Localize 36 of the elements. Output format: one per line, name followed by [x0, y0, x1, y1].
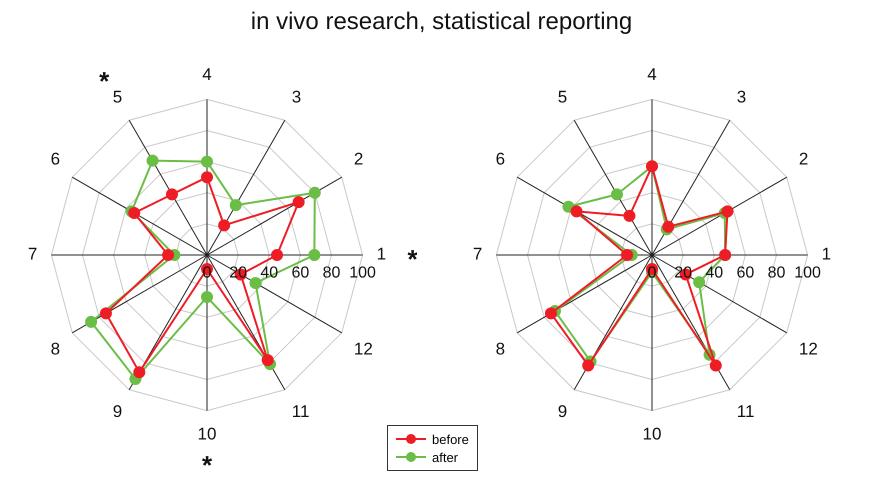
spoke-label: 6 [496, 150, 506, 169]
spoke-label: 3 [736, 88, 746, 107]
y-tick-label: 100 [794, 264, 822, 282]
y-tick-label: 60 [291, 264, 310, 282]
spoke-label: 9 [558, 402, 568, 421]
spoke-label: 5 [112, 88, 122, 107]
y-tick-label: 100 [349, 264, 376, 282]
y-tick-label: 80 [322, 264, 340, 282]
spoke-label: 6 [50, 150, 60, 169]
y-tick-label: 80 [768, 264, 786, 282]
text: * [99, 66, 110, 96]
legend-label: before [432, 432, 469, 446]
spoke-label: 2 [354, 150, 364, 169]
spoke-label: 5 [558, 88, 568, 107]
spoke-label: 2 [798, 150, 808, 169]
spoke-label: 3 [292, 88, 302, 107]
spoke-label: 1 [376, 244, 386, 264]
y-tick-label: 40 [705, 264, 724, 282]
spoke-label: 10 [198, 424, 216, 444]
spoke-label: 12 [354, 340, 373, 359]
spoke-label: 11 [292, 402, 310, 421]
spoke-label: 10 [642, 424, 662, 444]
legend-label: after [432, 450, 458, 464]
chart-title: in vivo research, statistical reporting [250, 8, 634, 36]
spoke-label: 8 [496, 340, 506, 359]
spoke-label: 12 [798, 340, 818, 359]
spoke-label: 11 [736, 402, 754, 421]
spoke-label: 4 [202, 64, 212, 84]
y-tick-label: 60 [736, 264, 754, 282]
spoke-label: 1 [822, 244, 832, 264]
spoke-label: 7 [28, 244, 38, 264]
text: * [202, 450, 212, 480]
spoke-label: 8 [50, 340, 60, 359]
spoke-label: 7 [472, 244, 482, 264]
spoke-label: 4 [647, 64, 657, 84]
spoke-label: 9 [112, 402, 122, 421]
